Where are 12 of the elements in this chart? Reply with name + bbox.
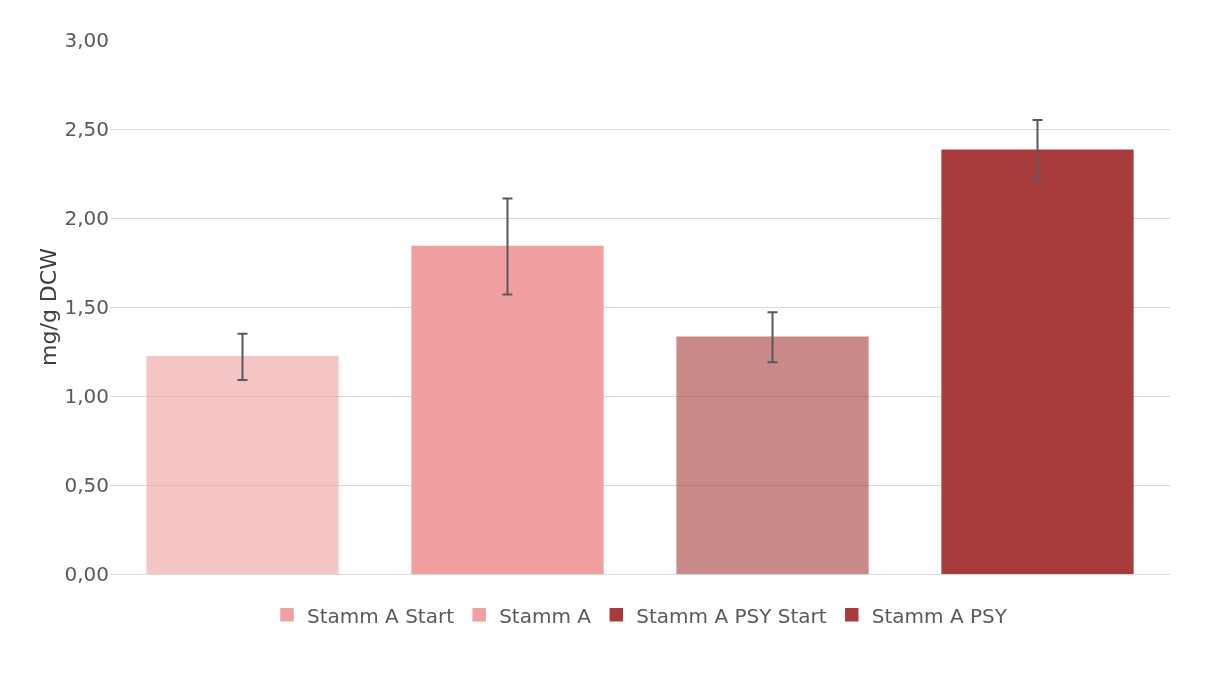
legend-label: Stamm A PSY Start xyxy=(636,603,827,628)
legend-label: Stamm A PSY xyxy=(871,603,1008,628)
y-tick-label: 2,00 xyxy=(64,206,109,230)
y-tick-label: 0,00 xyxy=(64,562,109,586)
legend-label: Stamm A Start xyxy=(307,603,455,628)
y-tick-label: 1,50 xyxy=(64,295,109,319)
y-tick-label: 1,00 xyxy=(64,384,109,408)
legend-label: Stamm A xyxy=(499,603,592,628)
y-tick-label: 3,00 xyxy=(64,28,109,52)
y-axis-title: mg/g DCW xyxy=(36,247,61,366)
y-tick-label: 2,50 xyxy=(64,117,109,141)
y-tick-label: 0,50 xyxy=(64,473,109,497)
